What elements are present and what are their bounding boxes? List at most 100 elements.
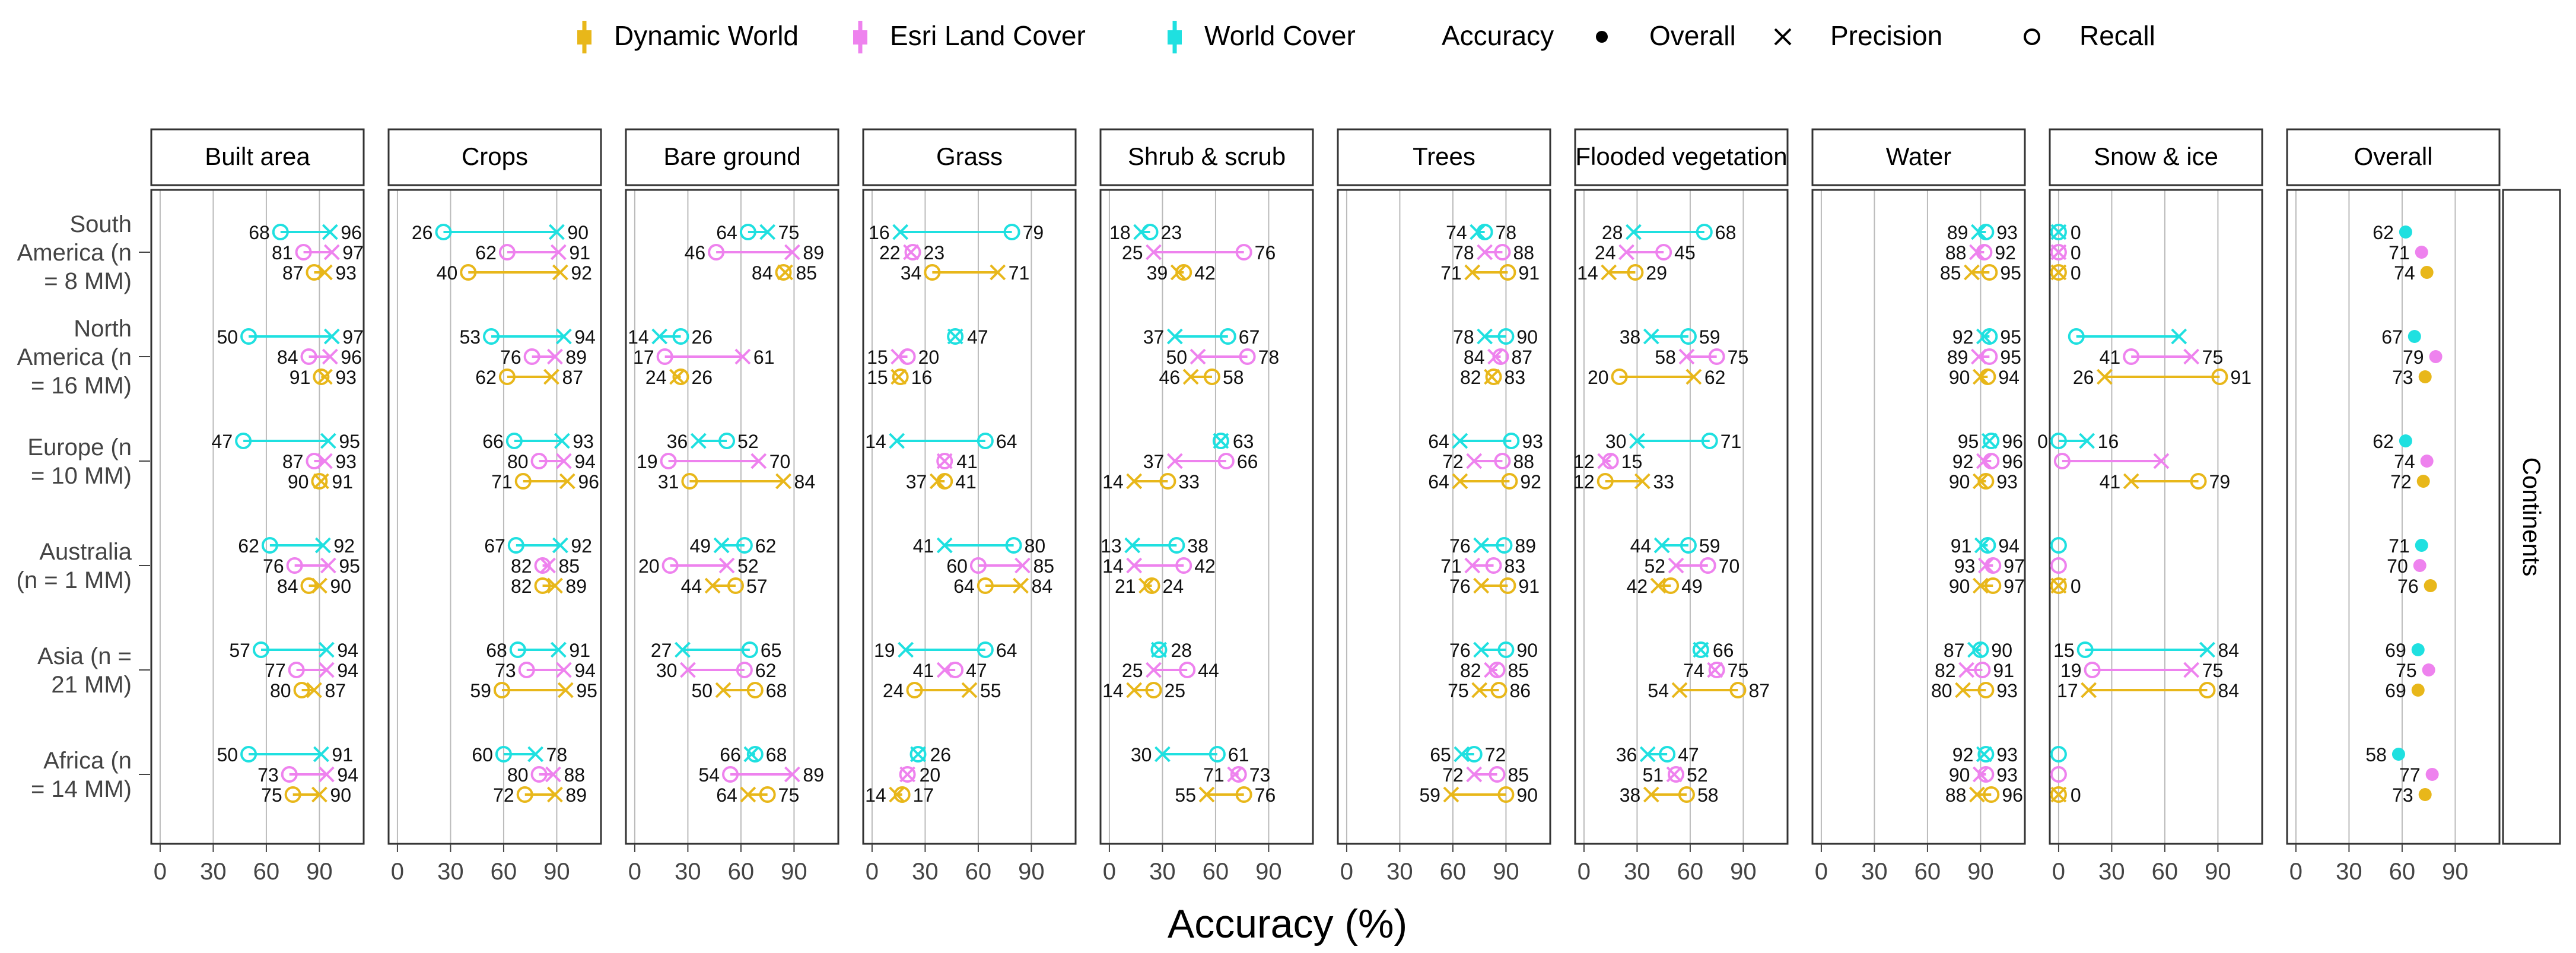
metric-dw: 80 93 xyxy=(1931,680,2018,701)
value-label: 96 xyxy=(2002,451,2023,472)
value-label: 38 xyxy=(1620,784,1641,806)
metric-esri: 20 xyxy=(899,764,940,786)
value-label: 93 xyxy=(1522,431,1543,452)
recall-point xyxy=(1496,537,1513,554)
metric-esri: 52 70 xyxy=(1644,555,1739,577)
metric-dw: 84 85 xyxy=(752,262,817,284)
value-label: 47 xyxy=(967,326,988,348)
recall-point xyxy=(2199,682,2216,698)
precision-point xyxy=(1470,224,1486,240)
precision-point xyxy=(1190,348,1206,365)
value-label: 74 xyxy=(1683,660,1704,681)
precision-point xyxy=(1477,328,1493,345)
value-label: 92 xyxy=(1995,242,2016,263)
x-tick-label: 90 xyxy=(543,859,570,885)
value-label: 25 xyxy=(1165,680,1186,701)
precision-point xyxy=(713,537,730,554)
x-tick-label: 0 xyxy=(1815,859,1828,885)
precision-point xyxy=(1618,244,1634,261)
precision-point xyxy=(784,766,800,783)
legend-label: Dynamic World xyxy=(614,20,799,51)
value-label: 95 xyxy=(339,555,360,577)
x-tick-label: 60 xyxy=(1677,859,1704,885)
metric-dw: 90 91 xyxy=(288,471,353,493)
metric-wc: 0 xyxy=(2050,222,2081,243)
value-label: 20 xyxy=(638,555,660,577)
recall-point xyxy=(741,641,758,658)
precision-point xyxy=(936,453,953,469)
precision-point xyxy=(1124,537,1141,554)
precision-point xyxy=(1969,786,1985,803)
recall-point xyxy=(252,641,269,658)
overall-esri: 71 xyxy=(2389,242,2428,263)
value-label: 83 xyxy=(1505,555,1526,577)
value-label: 76 xyxy=(1255,242,1276,263)
precision-point xyxy=(554,433,570,449)
metric-esri: 80 88 xyxy=(507,764,585,786)
value-label: 65 xyxy=(761,640,782,661)
metric-wc: 44 59 xyxy=(1630,535,1720,557)
precision-point xyxy=(1473,641,1490,658)
value-label: 54 xyxy=(1648,680,1669,701)
value-label: 85 xyxy=(1508,660,1529,681)
metric-dw: 14 25 xyxy=(1102,680,1185,701)
x-tick-label: 30 xyxy=(1861,859,1888,885)
precision-point xyxy=(651,328,668,345)
value-label: 58 xyxy=(1697,784,1719,806)
metric-dw: 39 42 xyxy=(1147,262,1216,284)
value-label: 75 xyxy=(1728,347,1749,368)
recall-point xyxy=(509,641,526,658)
precision-point xyxy=(990,264,1006,281)
recall-point xyxy=(1239,348,1256,365)
metric-esri: 41 75 xyxy=(2100,347,2224,368)
metric-wc: 28 68 xyxy=(1602,222,1737,243)
precision-point xyxy=(549,224,565,240)
value-label: 78 xyxy=(1453,242,1474,263)
precision-point xyxy=(318,766,335,783)
metric-esri: 76 89 xyxy=(500,347,587,368)
value-label: 13 xyxy=(1101,535,1122,557)
recall-point xyxy=(523,348,540,365)
value-label: 87 xyxy=(562,367,583,388)
metric-wc: 68 91 xyxy=(486,640,590,661)
metric-dw: 24 26 xyxy=(645,367,713,388)
precision-point xyxy=(1967,641,1983,658)
precision-point xyxy=(1971,224,1987,240)
facet-strip-right: Continents xyxy=(2502,189,2561,845)
value-label: 71 xyxy=(2389,535,2410,557)
metric-dw: 64 75 xyxy=(716,784,799,806)
x-tick-label: 90 xyxy=(1730,859,1757,885)
precision-point xyxy=(1650,577,1667,594)
metric-dw: 59 95 xyxy=(470,680,597,701)
value-label: 79 xyxy=(2209,471,2231,493)
value-label: 16 xyxy=(2098,431,2119,452)
metric-wc xyxy=(2050,746,2067,763)
value-label: 64 xyxy=(716,784,737,806)
value-label: 91 xyxy=(1518,262,1540,284)
precision-point xyxy=(889,786,905,803)
overall-point xyxy=(2425,768,2439,781)
precision-point xyxy=(1973,369,1989,385)
value-label: 93 xyxy=(335,451,357,472)
value-label: 73 xyxy=(2392,367,2413,388)
precision-point xyxy=(2183,348,2200,365)
panel-title: Flooded vegetation xyxy=(1575,142,1787,170)
recall-point xyxy=(435,224,452,240)
precision-point xyxy=(1473,537,1490,554)
metric-wc: 64 93 xyxy=(1428,431,1543,452)
value-label: 76 xyxy=(2397,576,2419,597)
precision-point xyxy=(323,328,340,345)
recall-point xyxy=(306,264,323,281)
precision-point xyxy=(1151,641,1167,658)
value-label: 92 xyxy=(1952,451,1974,472)
metric-dw: 15 16 xyxy=(867,367,932,388)
metric-esri: 71 83 xyxy=(1440,555,1525,577)
metric-dw: 31 84 xyxy=(658,471,815,493)
recall-point xyxy=(240,328,257,345)
recall-point xyxy=(284,786,301,803)
recall-point xyxy=(498,244,516,261)
value-label: 64 xyxy=(996,640,1017,661)
value-label: 62 xyxy=(2373,431,2394,452)
recall-point xyxy=(2050,244,2067,261)
